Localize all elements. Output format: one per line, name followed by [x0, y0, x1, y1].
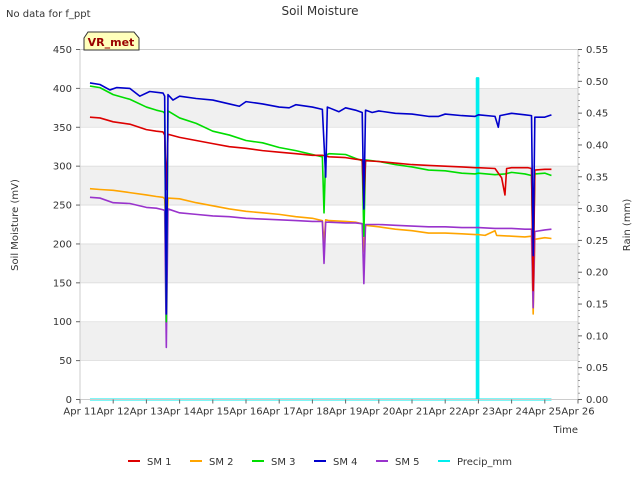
- y-tick-label: 250: [53, 201, 72, 212]
- legend-item: SM 4: [314, 457, 358, 468]
- legend: SM 1 SM 2 SM 3 SM 4 SM 5 Precip_mm: [128, 457, 512, 468]
- y2-tick-label: 0.15: [586, 300, 608, 311]
- legend-item: SM 3: [252, 457, 296, 468]
- y2-axis-label: Rain (mm): [622, 199, 633, 252]
- legend-label: SM 3: [271, 457, 296, 468]
- grid-band: [80, 49, 578, 89]
- y-axis-label: Soil Moisture (mV): [10, 179, 21, 271]
- grid-band: [80, 205, 578, 244]
- plot-background: [80, 49, 578, 400]
- y-tick-label: 50: [59, 356, 72, 367]
- grid-band: [80, 166, 578, 206]
- y2-tick-label: 0.30: [586, 204, 608, 215]
- station-badge: VR_met: [83, 31, 140, 51]
- no-data-note: No data for f_ppt: [6, 9, 91, 20]
- y-tick-label: 150: [53, 278, 72, 289]
- y-tick-label: 200: [53, 239, 72, 250]
- x-tick-label: Apr 22: [429, 407, 462, 418]
- x-axis-label: Time: [553, 425, 578, 436]
- legend-label: SM 1: [147, 457, 172, 468]
- legend-label: SM 5: [395, 457, 420, 468]
- series-line-sm-4: [89, 82, 552, 315]
- chart-title: Soil Moisture: [281, 4, 358, 18]
- y-tick-label: 400: [53, 84, 72, 95]
- x-tick-label: Apr 26: [561, 407, 594, 418]
- x-tick-label: Apr 25: [528, 407, 561, 418]
- x-tick-label: Apr 14: [163, 407, 196, 418]
- legend-label: Precip_mm: [457, 457, 512, 468]
- grid-band: [80, 282, 578, 322]
- x-axis: Apr 11 Apr 12 Apr 13 Apr 14 Apr 15 Apr 16 Apr …: [63, 399, 595, 418]
- y-axis-right: 0.00 0.05 0.10 0.15 0.20 0.25 0.30 0.35 0.40 0.45…: [578, 45, 608, 406]
- y2-tick-label: 0.25: [586, 236, 608, 247]
- y2-tick-label: 0.55: [586, 45, 608, 56]
- grid-band: [80, 321, 578, 361]
- y2-tick-label: 0.50: [586, 77, 608, 88]
- x-tick-label: Apr 19: [329, 407, 362, 418]
- legend-item: SM 5: [376, 457, 420, 468]
- y2-tick-label: 0.40: [586, 140, 608, 151]
- y-axis-left: 0 50 100 150 200 250 300 350 400 450: [53, 45, 80, 406]
- grid-band: [80, 360, 578, 400]
- grid-band: [80, 243, 578, 283]
- x-tick-label: Apr 18: [296, 407, 329, 418]
- x-tick-label: Apr 17: [263, 407, 296, 418]
- legend-label: SM 2: [209, 457, 234, 468]
- legend-item: Precip_mm: [438, 457, 512, 468]
- x-tick-label: Apr 24: [495, 407, 528, 418]
- plot-frame: [79, 49, 579, 400]
- y2-tick-label: 0.00: [586, 395, 608, 406]
- x-tick-label: Apr 13: [130, 407, 163, 418]
- y2-tick-label: 0.05: [586, 363, 608, 374]
- station-badge-label: VR_met: [88, 36, 135, 49]
- x-tick-label: Apr 16: [229, 407, 262, 418]
- x-tick-label: Apr 20: [362, 407, 395, 418]
- x-tick-label: Apr 23: [462, 407, 495, 418]
- y-tick-label: 100: [53, 317, 72, 328]
- y-tick-label: 450: [53, 45, 72, 56]
- x-tick-label: Apr 11: [63, 407, 96, 418]
- legend-item: SM 1: [128, 457, 172, 468]
- y2-tick-label: 0.35: [586, 172, 608, 183]
- x-tick-label: Apr 15: [196, 407, 229, 418]
- y-tick-label: 300: [53, 162, 72, 173]
- legend-label: SM 4: [333, 457, 358, 468]
- x-tick-label: Apr 12: [97, 407, 130, 418]
- y2-tick-label: 0.10: [586, 331, 608, 342]
- y-tick-label: 0: [66, 395, 72, 406]
- grid-band: [80, 127, 578, 167]
- legend-item: SM 2: [190, 457, 234, 468]
- y2-tick-label: 0.20: [586, 268, 608, 279]
- x-tick-label: Apr 21: [395, 407, 428, 418]
- y2-tick-label: 0.45: [586, 109, 608, 120]
- y-tick-label: 350: [53, 123, 72, 134]
